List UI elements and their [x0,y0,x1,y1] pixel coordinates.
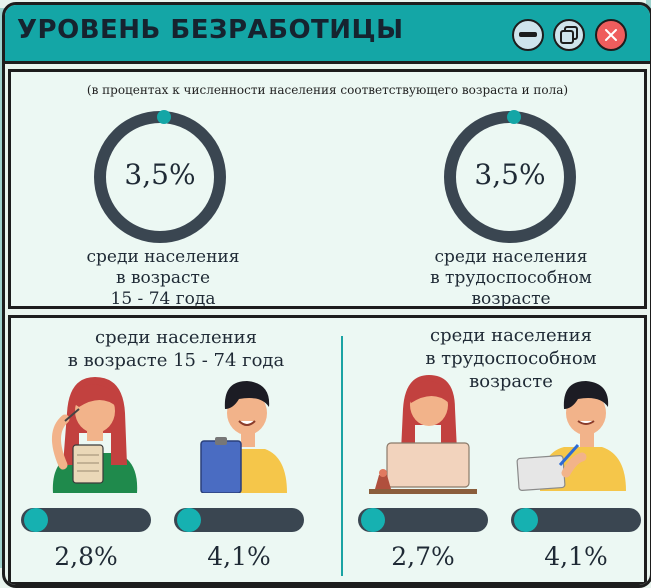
restore-icon [560,26,578,44]
group-title-working-age: среди населения в трудоспособном возраст… [386,324,636,393]
group-title-line: в трудоспособном [425,348,597,369]
title-bar: УРОВЕНЬ БЕЗРАБОТИЦЫ [5,5,650,64]
close-button[interactable] [595,19,627,51]
caption-line: 15 - 74 года [110,289,216,309]
man-with-clipboard-illustration [200,381,287,493]
group-title-15-74: среди населения в возрасте 15 - 74 года [41,326,311,372]
minimize-icon [519,32,537,37]
group-title-line: в возрасте 15 - 74 года [67,350,285,371]
caption-line: возрасте [471,289,551,309]
woman-thinking-illustration [52,377,138,493]
ring-value-15-74: 3,5% [124,158,196,191]
ring-caption-working-age: среди населения в трудоспособном возраст… [411,247,611,310]
caption-line: в трудоспособном [430,268,592,288]
caption-line: среди населения [434,247,588,267]
minimize-button[interactable] [512,19,544,51]
value-women-15-74: 2,8% [54,542,118,571]
value-women-working-age: 2,7% [391,542,455,571]
summary-panel: (в процентах к численности населения соо… [8,69,647,309]
group-title-line: среди населения [430,325,592,346]
window-title: УРОВЕНЬ БЕЗРАБОТИЦЫ [17,15,404,45]
woman-at-laptop-illustration [369,375,477,494]
caption-line: среди населения [86,247,240,267]
progress-knob [361,508,385,532]
progress-knob [514,508,538,532]
progress-bar-women-working-age [358,508,488,532]
ring-value-working-age: 3,5% [474,158,546,191]
close-icon [605,29,617,41]
breakdown-panel: среди населения в возрасте 15 - 74 года … [8,315,647,585]
group-title-line: среди населения [95,327,257,348]
progress-bar-men-working-age [511,508,641,532]
man-writing-illustration [516,381,626,491]
ring-caption-15-74: среди населения в возрасте 15 - 74 года [63,247,263,310]
progress-knob [24,508,48,532]
progress-knob [177,508,201,532]
group-title-line: возрасте [469,371,553,392]
summary-subtitle: (в процентах к численности населения соо… [86,83,569,97]
ring-chart-15-74 [94,110,226,243]
progress-bar-women-15-74 [21,508,151,532]
ring-chart-working-age [444,110,576,243]
restore-button[interactable] [553,19,585,51]
progress-bar-men-15-74 [174,508,304,532]
value-men-working-age: 4,1% [544,542,608,571]
caption-line: в возрасте [115,268,211,288]
value-men-15-74: 4,1% [207,542,271,571]
divider [341,336,343,576]
